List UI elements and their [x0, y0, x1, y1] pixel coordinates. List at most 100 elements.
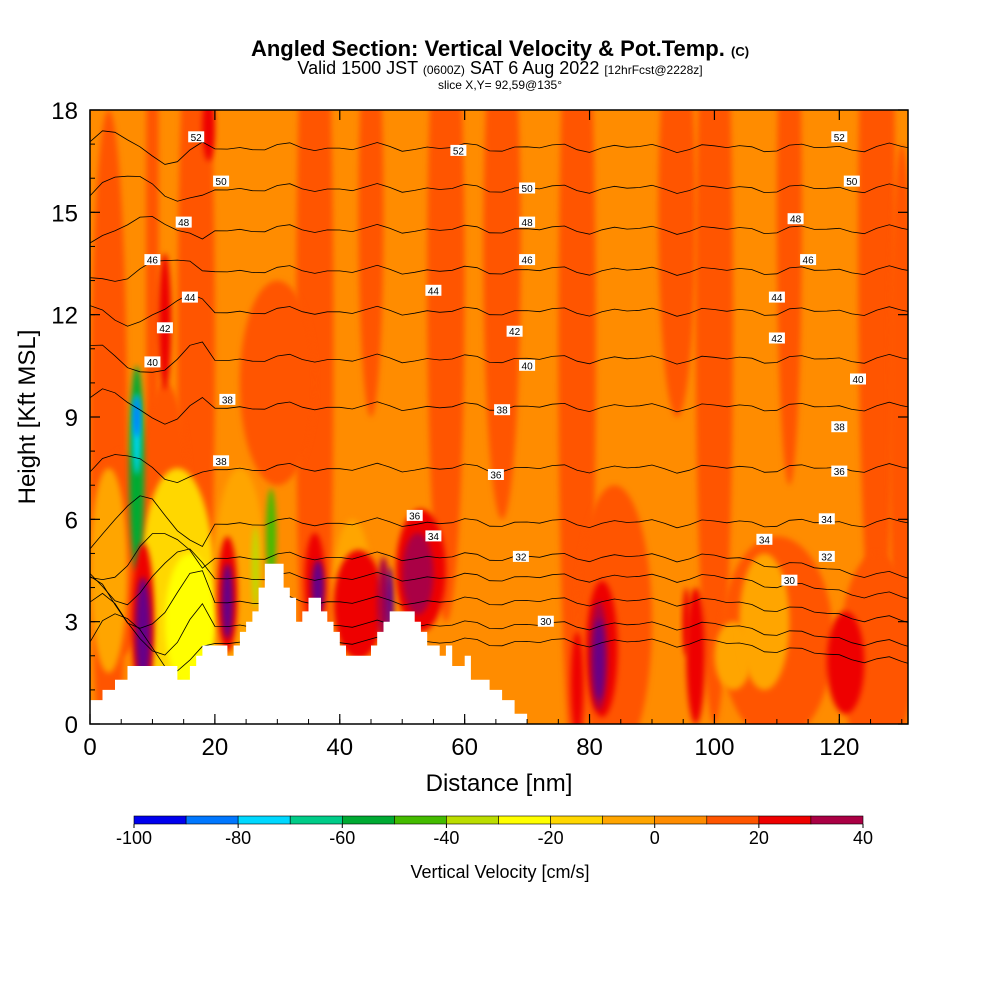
y-tick-label: 12 [51, 303, 78, 330]
theta-label-box [506, 325, 523, 337]
colorbar-swatch [133, 815, 187, 825]
theta-label-box [519, 182, 536, 194]
velocity-cell [739, 553, 790, 690]
velocity-cell [826, 611, 865, 714]
theta-label: 38 [216, 457, 228, 468]
theta-label: 42 [509, 327, 521, 338]
theta-label: 44 [184, 293, 196, 304]
theta-label: 46 [803, 256, 815, 267]
colorbar-swatch [706, 815, 760, 825]
velocity-field [90, 110, 908, 724]
y-tick-label: 6 [65, 507, 78, 534]
velocity-cell [251, 526, 260, 608]
theta-label: 36 [490, 471, 502, 482]
x-tick-label: 60 [451, 734, 478, 761]
theta-label: 52 [453, 146, 465, 157]
theta-label-box [519, 359, 536, 371]
velocity-cell [695, 110, 734, 724]
theta-label-box [831, 131, 848, 143]
theta-label-box [181, 291, 198, 303]
colorbar-swatch [341, 815, 395, 825]
x-axis-label: Distance [nm] [426, 770, 573, 797]
colorbar-tick-label: -40 [433, 828, 459, 848]
theta-label: 48 [522, 218, 534, 229]
velocity-cell [570, 631, 584, 724]
theta-label: 34 [821, 515, 833, 526]
theta-contour [90, 570, 908, 629]
theta-contour-labels: 52 52 52 50 50 50 48 48 48 46 46 46 44 44 44 42 42 42 40 40… [144, 131, 866, 628]
theta-label-box [781, 574, 798, 586]
colorbar-swatch [550, 815, 603, 825]
colorbar-tick-label: -80 [225, 828, 251, 848]
theta-label-box [519, 216, 536, 228]
colorbar-swatch [289, 815, 343, 825]
theta-label-box [843, 175, 860, 187]
theta-label-box [406, 509, 423, 521]
theta-label: 50 [846, 177, 858, 188]
velocity-cell [221, 563, 233, 639]
theta-label-box [213, 175, 230, 187]
theta-label: 34 [759, 535, 771, 546]
theta-label: 46 [522, 256, 534, 267]
theta-label-box [818, 550, 835, 562]
colorbar-swatch [185, 815, 239, 825]
theta-label: 40 [522, 361, 534, 372]
theta-label-box [144, 356, 161, 368]
theta-label-box [425, 530, 442, 542]
theta-contour [90, 130, 908, 165]
y-tick-label: 15 [51, 200, 78, 227]
x-tick-label: 120 [819, 734, 859, 761]
theta-label-box [831, 465, 848, 477]
x-axis: 0 20 40 60 80 100 120 [83, 110, 903, 761]
theta-label: 52 [834, 133, 846, 144]
velocity-cell [333, 550, 384, 660]
theta-label: 32 [821, 552, 833, 563]
theta-contour [90, 592, 908, 656]
theta-label: 34 [428, 532, 440, 543]
theta-label-box [800, 254, 817, 266]
theta-contours [90, 130, 908, 672]
plot-area: 52 52 52 50 50 50 48 48 48 46 46 46 44 44 44 42 42 42 40 40… [90, 110, 908, 724]
slice-info: slice X,Y= 92,59@135° [437, 78, 563, 92]
theta-label-box [850, 373, 866, 385]
velocity-cell [135, 577, 151, 687]
colorbar-tick-label: -20 [538, 828, 564, 848]
x-tick-label: 80 [576, 734, 603, 761]
colorbar-swatch [446, 815, 499, 825]
theta-contour [90, 259, 908, 282]
theta-label: 36 [409, 511, 421, 522]
theta-label-box [425, 284, 442, 296]
theta-label-box [487, 469, 504, 480]
theta-label: 30 [540, 617, 552, 628]
x-tick-label: 0 [83, 734, 96, 761]
theta-label: 40 [147, 358, 159, 369]
velocity-cell [202, 110, 215, 162]
theta-label: 32 [515, 552, 527, 563]
theta-label: 38 [834, 423, 846, 434]
velocity-cell [158, 253, 172, 390]
theta-label-box [219, 393, 236, 405]
colorbar-swatch [394, 815, 447, 825]
theta-label-box [512, 550, 529, 562]
velocity-cell [593, 618, 605, 701]
theta-label-box [144, 254, 161, 266]
colorbar-swatch [810, 815, 864, 825]
colorbar-swatch [602, 815, 655, 825]
colorbar-tick-label: 20 [749, 828, 769, 848]
colorbar-tick-label: 0 [650, 828, 660, 848]
theta-contour [90, 293, 908, 327]
colorbar-label: Vertical Velocity [cm/s] [410, 862, 590, 882]
x-tick-label: 20 [202, 734, 229, 761]
theta-label: 42 [159, 324, 171, 335]
y-axis-label: Height [Kft MSL] [14, 330, 41, 505]
theta-label: 48 [790, 215, 802, 226]
theta-label-box [450, 144, 467, 156]
theta-label-box [519, 254, 536, 266]
theta-label: 40 [852, 375, 864, 386]
velocity-cell [686, 587, 706, 724]
terrain [90, 563, 528, 724]
chart-title: Angled Section: Vertical Velocity & Pot.… [250, 36, 750, 61]
theta-label-box [494, 404, 511, 416]
colorbar: -100 -80 -60 -40 -20 0 20 40 [116, 815, 873, 848]
